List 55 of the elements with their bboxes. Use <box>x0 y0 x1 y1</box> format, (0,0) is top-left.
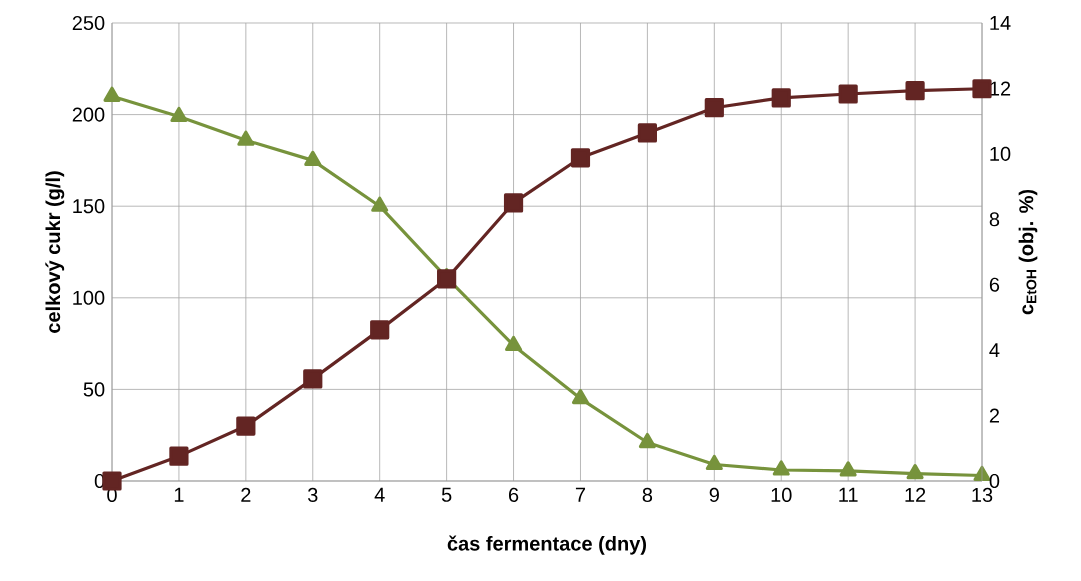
point <box>303 369 323 389</box>
point <box>370 320 390 340</box>
y2-tick-label: 8 <box>989 212 1000 227</box>
y-tick-label: 250 <box>72 15 105 31</box>
y2-tick-label: 6 <box>989 277 1000 292</box>
x-tick-label: 2 <box>241 487 251 502</box>
y-tick-label: 200 <box>72 107 105 122</box>
y2-tick-label: 10 <box>990 146 1011 161</box>
point <box>170 106 188 123</box>
point <box>771 88 791 108</box>
y2-tick-label: 12 <box>990 81 1011 96</box>
y2-tick-label: 2 <box>989 408 999 423</box>
point <box>839 461 857 477</box>
point <box>571 388 589 405</box>
x-tick-label: 11 <box>839 487 858 502</box>
y-tick-label: 50 <box>83 382 105 397</box>
point <box>772 460 790 476</box>
point <box>570 148 591 168</box>
point <box>236 416 256 436</box>
point <box>838 84 858 104</box>
y2-axis-title: c$_{EtOH}$ (obj. %) <box>1018 189 1038 315</box>
point <box>505 335 523 352</box>
x-tick-label: 3 <box>307 487 318 503</box>
point <box>906 464 924 480</box>
y2-tick-label: 4 <box>989 343 1000 358</box>
x-tick-label: 5 <box>441 487 452 502</box>
point <box>638 432 656 449</box>
point <box>437 269 457 289</box>
point <box>503 193 524 213</box>
y2-tick-label: 0 <box>989 473 1000 489</box>
x-tick-label: 10 <box>771 487 792 503</box>
y-tick-label: 100 <box>73 290 105 305</box>
point <box>237 130 255 146</box>
x-tick-label: 12 <box>905 487 926 502</box>
point <box>169 446 189 466</box>
point <box>304 150 322 166</box>
point <box>102 471 122 491</box>
point <box>103 86 121 102</box>
x-tick-label: 4 <box>374 487 385 502</box>
x-tick-label: 9 <box>709 487 719 503</box>
x-axis-title: čas fermentace (dny) <box>447 535 647 555</box>
y-axis-title: celkový cukr (g/l) <box>45 171 65 333</box>
x-tick-label: 7 <box>575 487 586 502</box>
x-tick-label: 8 <box>642 487 653 503</box>
x-tick-label: 6 <box>509 487 519 503</box>
point <box>371 196 389 212</box>
point <box>704 98 724 118</box>
x-tick-label: 13 <box>972 487 993 503</box>
y2-tick-label: 14 <box>990 16 1011 30</box>
point <box>972 79 992 99</box>
point <box>637 123 657 143</box>
x-tick-label: 1 <box>174 487 184 502</box>
point <box>905 81 925 101</box>
point <box>705 454 723 471</box>
y-tick-label: 150 <box>73 199 105 214</box>
